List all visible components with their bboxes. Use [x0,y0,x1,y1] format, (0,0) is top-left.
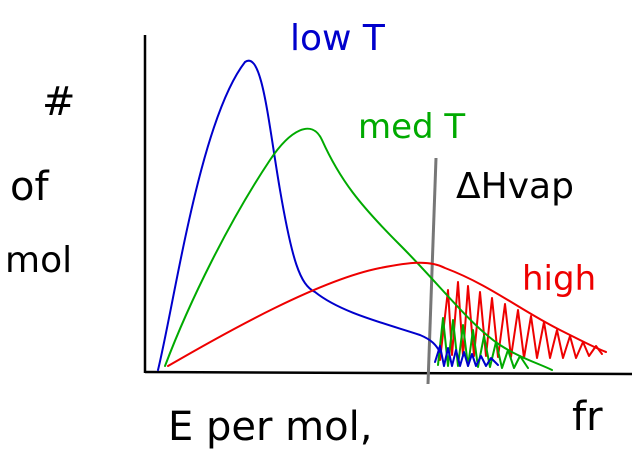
threshold-line [426,157,438,385]
low-t-curve [157,59,441,371]
med-t-curve [164,127,553,371]
y-label-hash: # [42,79,76,125]
low-t-label: low T [290,18,386,59]
x-axis [144,370,632,376]
cut-text: fr [572,394,603,440]
y-label-mol: mol [5,240,72,281]
y-label-of: of [10,164,49,210]
low-tail-shading [434,345,499,367]
threshold-label: ΔHvap [456,166,574,207]
high-label: high [522,259,596,299]
high-t-curve [167,261,607,367]
med-t-label: med T [358,107,465,147]
x-axis-label: E per mol, [168,404,372,450]
med-tail-shading [437,317,529,369]
